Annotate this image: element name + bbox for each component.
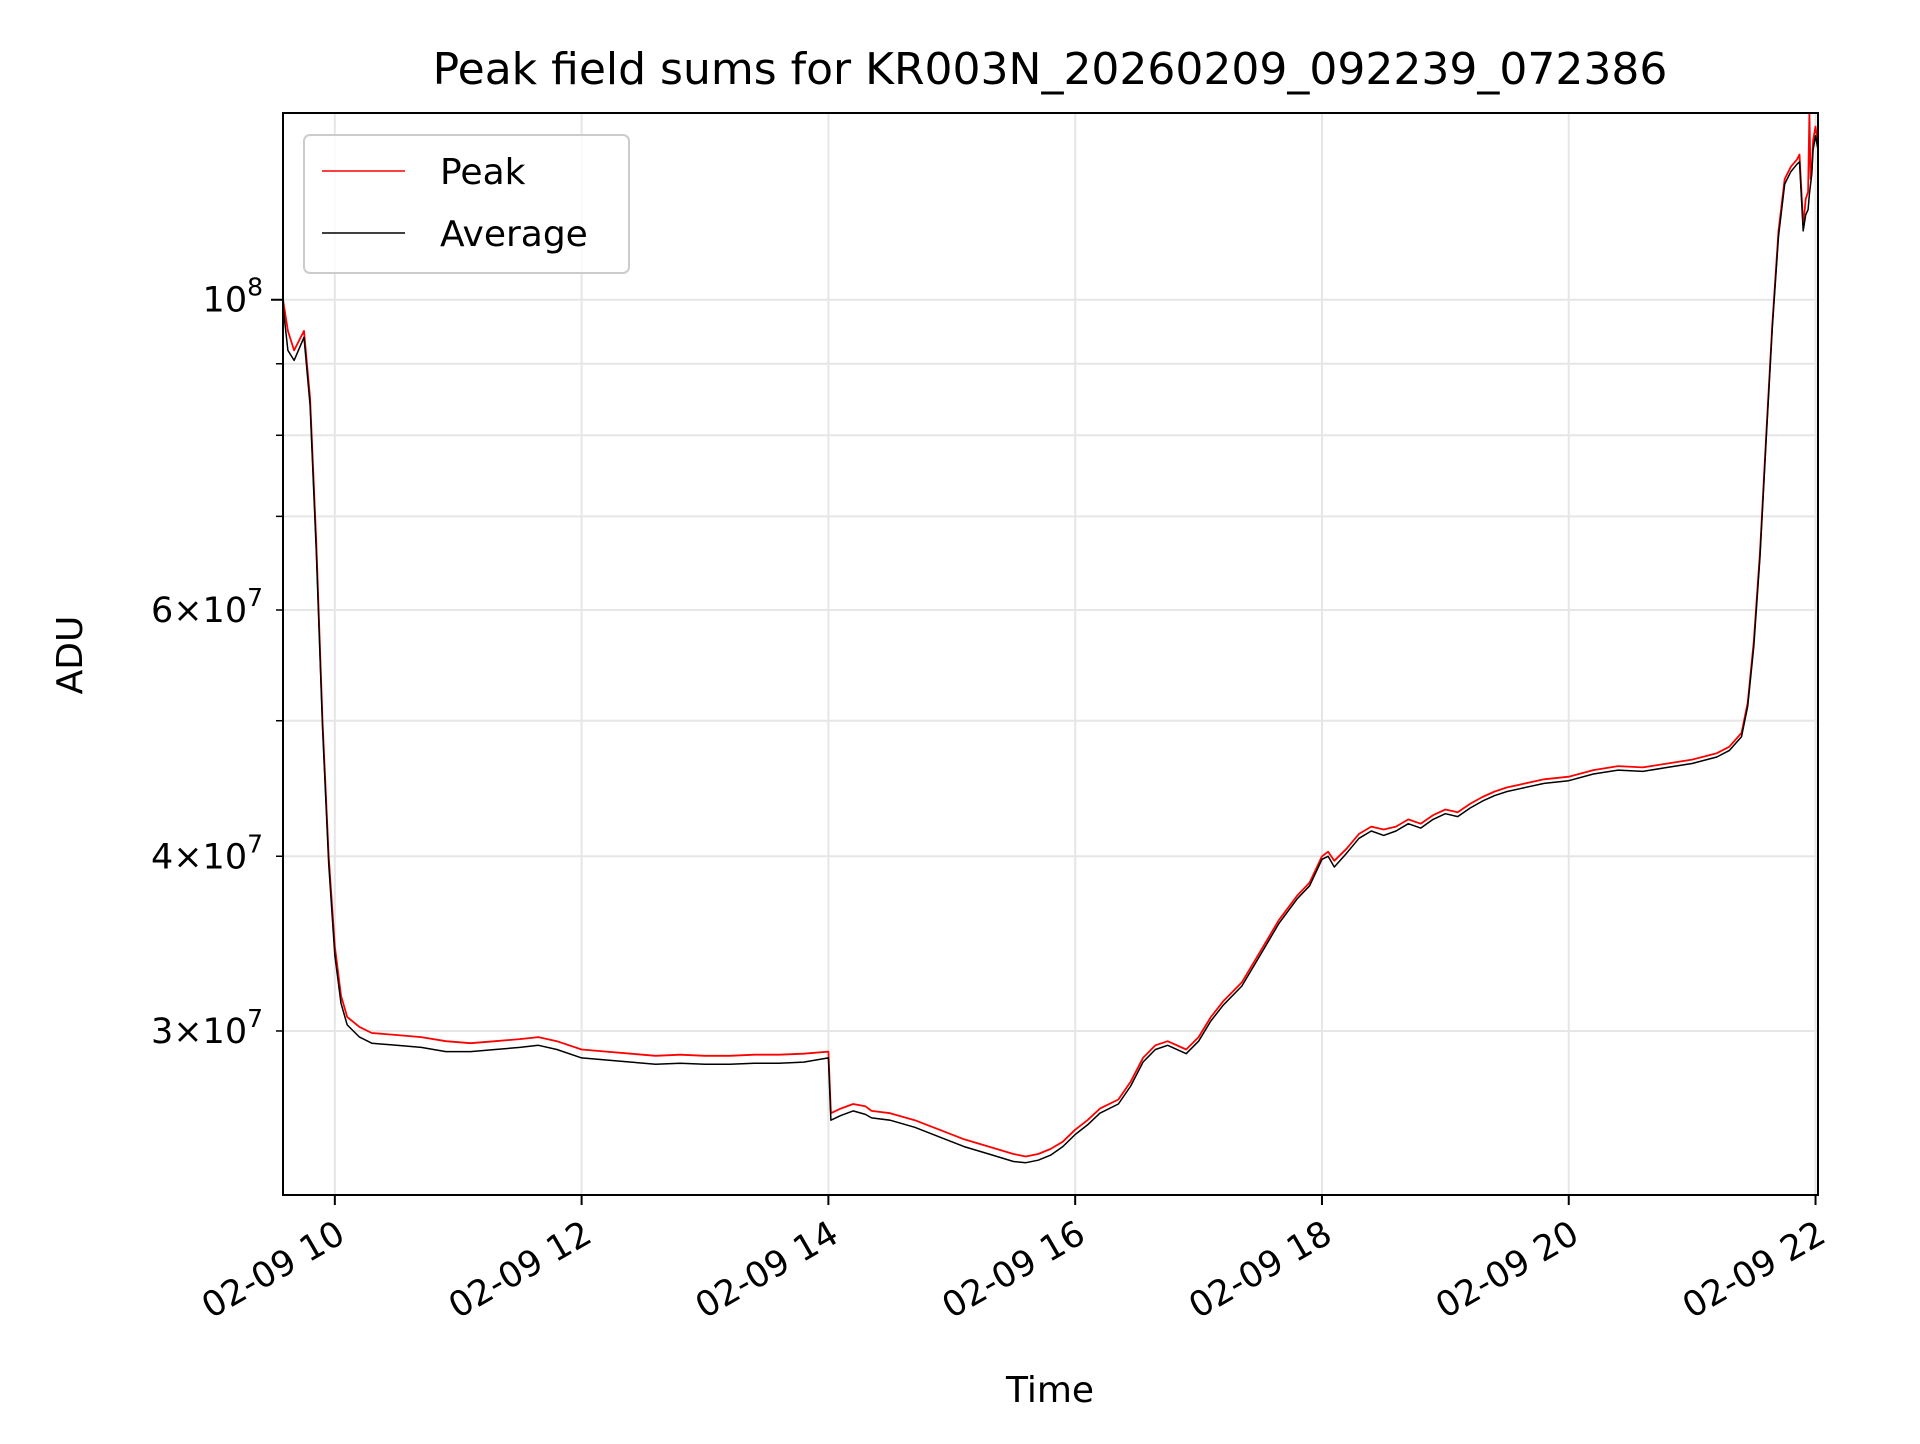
legend: Peak Average: [303, 134, 630, 274]
plot-frame: [282, 112, 1819, 1196]
y-tick-label: 3×107: [151, 1004, 263, 1052]
grid-lines: [283, 113, 1818, 1195]
chart-title: Peak field sums for KR003N_20260209_0922…: [433, 44, 1668, 95]
legend-box: [303, 134, 630, 274]
x-axis-label: Time: [1005, 1370, 1094, 1411]
y-axis-ticks: 108 3×107 4×107 6×107: [151, 273, 283, 1052]
series-line-average: [282, 134, 1819, 1164]
legend-label-average: Average: [440, 214, 588, 255]
y-axis-label: ADU: [50, 616, 91, 695]
y-tick-label: 4×107: [151, 829, 263, 877]
y-tick-label: 6×107: [151, 583, 263, 631]
y-tick-label: 108: [203, 273, 263, 321]
series-lines: [282, 112, 1819, 1164]
legend-label-peak: Peak: [440, 152, 526, 193]
